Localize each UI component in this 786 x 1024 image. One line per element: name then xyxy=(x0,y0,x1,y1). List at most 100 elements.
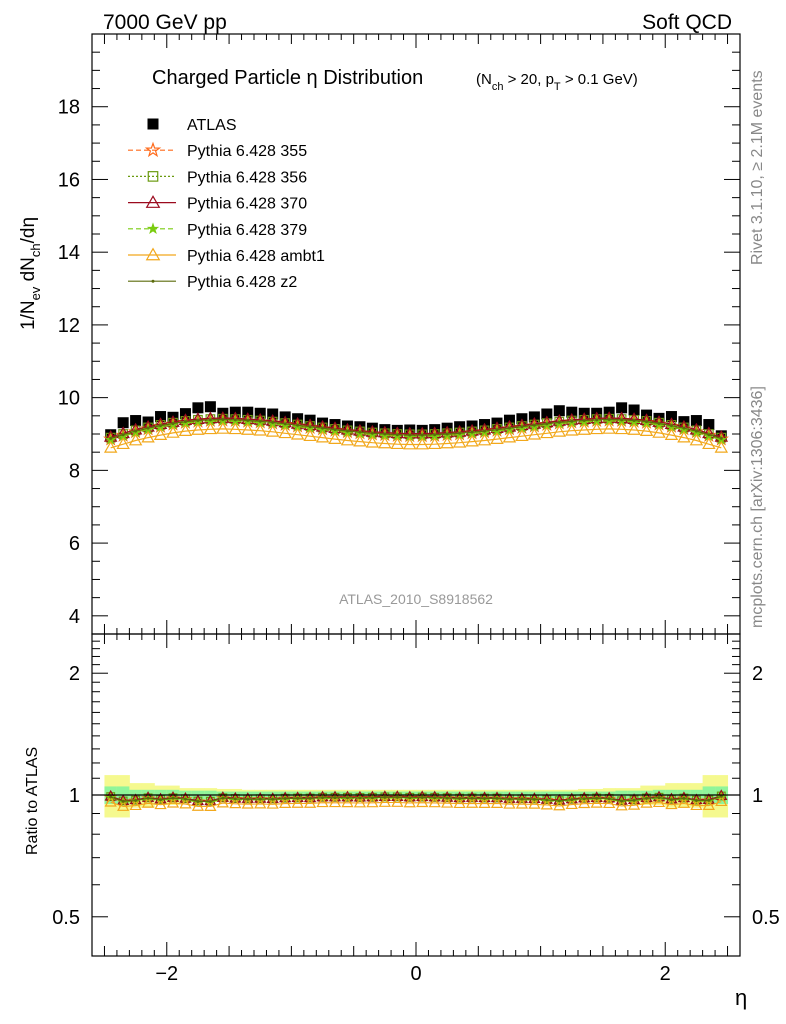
series-marker xyxy=(677,430,691,443)
series-marker xyxy=(266,792,279,803)
series-marker xyxy=(233,797,237,801)
series-marker xyxy=(445,432,449,436)
series-marker xyxy=(233,418,237,422)
series-marker xyxy=(216,421,230,434)
series-marker xyxy=(589,422,604,435)
series-marker xyxy=(515,797,529,809)
series-marker xyxy=(179,792,192,803)
y-ticks-main xyxy=(92,51,740,617)
series-marker xyxy=(171,421,175,425)
series-marker xyxy=(408,796,412,800)
series-marker xyxy=(515,792,529,803)
series-marker xyxy=(582,797,586,801)
mcplots-label: mcplots.cern.ch [arXiv:1306:3436] xyxy=(749,386,766,628)
series-marker xyxy=(520,797,524,801)
series-marker xyxy=(378,436,392,449)
series-marker xyxy=(540,792,553,804)
series-marker xyxy=(166,796,180,808)
series-marker xyxy=(146,796,150,800)
series-marker xyxy=(470,796,474,800)
series-marker xyxy=(166,791,180,802)
series-marker xyxy=(433,796,437,800)
series-marker xyxy=(103,440,118,453)
series-marker xyxy=(290,427,305,440)
series-marker xyxy=(615,794,628,805)
series-marker xyxy=(627,793,641,805)
series-marker xyxy=(532,797,536,801)
series-marker xyxy=(121,799,125,803)
series-marker xyxy=(614,422,629,435)
series-marker xyxy=(340,433,355,446)
series-marker xyxy=(345,429,349,433)
data-point xyxy=(204,401,216,413)
series-marker xyxy=(403,796,416,808)
series-marker xyxy=(657,796,661,800)
series-marker xyxy=(216,791,229,802)
series-marker xyxy=(254,792,267,803)
series-marker xyxy=(570,419,574,423)
series-marker xyxy=(109,436,113,440)
series-marker xyxy=(241,792,254,803)
series-marker xyxy=(682,426,686,430)
series-marker xyxy=(204,794,217,806)
series-marker xyxy=(483,796,487,800)
series-marker xyxy=(565,423,579,436)
series-marker xyxy=(520,425,524,429)
series-line xyxy=(110,428,722,449)
series-marker xyxy=(415,437,429,450)
data-point xyxy=(192,402,204,414)
series-marker xyxy=(391,796,404,807)
series-marker xyxy=(208,418,212,422)
series-line xyxy=(110,418,722,439)
ratio-y-tick-label-right: 1 xyxy=(752,785,763,807)
series-marker xyxy=(490,797,504,808)
series-marker xyxy=(445,796,449,800)
series-marker xyxy=(664,428,679,440)
y-tick-label: 10 xyxy=(58,388,80,410)
series-marker xyxy=(433,433,437,437)
series-line xyxy=(110,418,722,439)
series-marker xyxy=(378,790,391,801)
series-marker xyxy=(458,796,462,800)
series-marker xyxy=(657,421,661,425)
series-marker xyxy=(328,790,342,802)
series-marker xyxy=(577,423,591,435)
data-point xyxy=(553,405,565,417)
series-marker xyxy=(151,279,155,283)
series-marker xyxy=(645,796,649,800)
series-marker xyxy=(528,798,541,809)
series-marker xyxy=(557,799,561,803)
series-marker xyxy=(109,795,113,799)
data-point xyxy=(147,118,159,130)
series-marker xyxy=(453,791,466,803)
series-marker xyxy=(420,433,424,437)
series-marker xyxy=(383,432,387,436)
y-tick-label: 6 xyxy=(69,533,80,555)
series-marker xyxy=(540,798,553,810)
data-point xyxy=(541,408,553,420)
series-marker xyxy=(690,799,703,811)
series-marker xyxy=(116,437,130,450)
series-marker xyxy=(428,796,441,808)
series-marker xyxy=(416,796,429,808)
series-marker xyxy=(627,798,641,810)
y-tick-label: 8 xyxy=(69,460,80,482)
series-marker xyxy=(702,799,715,810)
series-marker xyxy=(557,420,561,424)
series-marker xyxy=(258,419,262,423)
series-marker xyxy=(652,796,666,808)
series-marker xyxy=(171,796,175,800)
series-marker xyxy=(639,424,654,436)
series-marker xyxy=(254,797,267,809)
series-marker xyxy=(694,799,698,803)
x-tick-label: −2 xyxy=(155,963,178,985)
series-marker xyxy=(134,429,138,433)
series-marker xyxy=(296,796,300,800)
x-ticks xyxy=(103,34,729,956)
series-marker xyxy=(266,797,279,809)
legend-label: Pythia 6.428 355 xyxy=(187,143,307,160)
series-marker xyxy=(191,794,205,806)
analysis-watermark: ATLAS_2010_S8918562 xyxy=(339,591,493,607)
series-marker xyxy=(570,798,574,802)
series-marker xyxy=(540,426,554,439)
